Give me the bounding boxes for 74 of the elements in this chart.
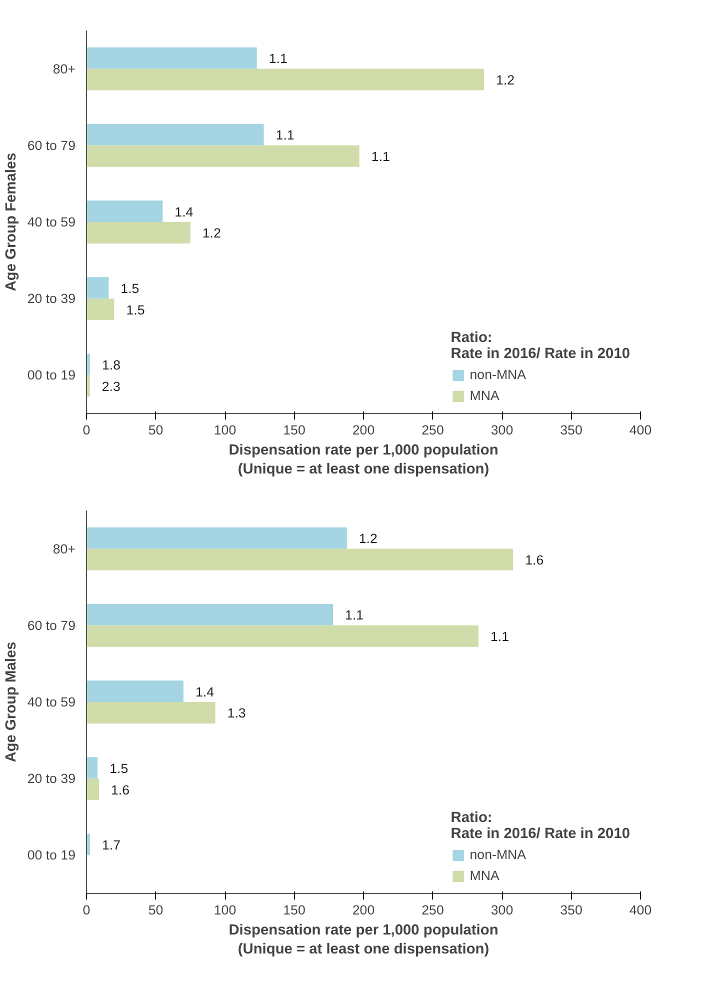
y-tick-label: 60 to 79: [27, 618, 76, 633]
annotation: 1.2: [358, 531, 378, 546]
y-axis-title: Age Group Males: [3, 642, 20, 762]
x-tick-label: 250: [422, 422, 444, 438]
y-tick-label: 80+: [52, 541, 76, 556]
x-tick-label: 300: [490, 422, 514, 438]
y-tick-label: 80+: [52, 61, 76, 76]
x-tick-label: 300: [490, 902, 514, 918]
y-tick-label: 60 to 79: [27, 138, 76, 153]
bar: [86, 222, 190, 244]
bar: [86, 47, 257, 69]
annotation: 1.1: [276, 128, 294, 143]
annotation: 1.4: [174, 204, 194, 220]
bar: [86, 778, 99, 800]
legend-label: MNA: [470, 868, 500, 883]
bar: [86, 124, 264, 146]
bar: [86, 702, 216, 724]
x-tick-label: 0: [82, 902, 90, 918]
bar: [86, 527, 347, 549]
annotation: 1.7: [102, 837, 120, 852]
legend-label: non-MNA: [470, 367, 526, 382]
annotation: 1.6: [525, 552, 544, 568]
annotation: 1.5: [110, 760, 128, 776]
x-tick-label: 200: [352, 422, 375, 438]
x-tick-label: 100: [214, 902, 236, 918]
legend-title: Ratio: Rate in 2016/ Rate in 2010: [450, 810, 630, 842]
x-tick-label: 400: [629, 902, 652, 918]
y-tick-label: 00 to 19: [27, 848, 76, 863]
annotation: 1.1: [490, 629, 509, 644]
annotation: 1.1: [345, 608, 364, 623]
bar: [86, 604, 334, 626]
y-tick-label: 00 to 19: [27, 368, 76, 383]
x-tick-label: 100: [214, 422, 236, 438]
annotation: 1.4: [195, 684, 215, 700]
annotation: 1.1: [268, 51, 288, 66]
bar: [86, 68, 484, 90]
bar: [86, 298, 114, 320]
legend-label: non-MNA: [470, 847, 526, 862]
x-tick-label: 50: [148, 422, 164, 438]
x-tick-label: 250: [422, 902, 444, 918]
y-tick-label: 40 to 59: [27, 214, 76, 230]
bar: [86, 145, 360, 167]
annotation: 1.5: [126, 302, 145, 318]
legend-label: MNA: [470, 388, 500, 403]
x-tick-label: 400: [629, 422, 652, 438]
bar: [86, 277, 109, 299]
y-tick-label: 20 to 39: [27, 291, 76, 306]
bar: [86, 375, 90, 397]
x-tick-label: 50: [148, 902, 164, 918]
bar: [86, 200, 163, 222]
y-axis-title: Age Group Females: [3, 152, 20, 292]
x-tick-label: 200: [352, 902, 375, 918]
y-tick-label: 40 to 59: [27, 694, 76, 710]
annotation: 1.5: [120, 280, 140, 296]
annotation: 1.6: [110, 782, 130, 798]
annotation: 1.3: [227, 706, 246, 721]
x-axis-title: Dispensation rate per 1,000 population (Unique = at least one dispensation): [228, 922, 498, 958]
bar: [86, 680, 184, 702]
bar: [86, 757, 98, 779]
x-tick-label: 0: [82, 422, 90, 438]
bar: [86, 625, 478, 647]
annotation: 1.1: [371, 149, 390, 164]
legend-title: Ratio: Rate in 2016/ Rate in 2010: [450, 330, 630, 362]
x-tick-label: 150: [283, 902, 306, 918]
x-tick-label: 350: [560, 422, 582, 438]
x-tick-label: 150: [283, 422, 306, 438]
annotation: 1.8: [102, 357, 120, 372]
annotation: 2.3: [102, 378, 120, 394]
annotation: 1.2: [496, 72, 515, 88]
annotation: 1.2: [202, 226, 221, 241]
x-tick-label: 350: [560, 902, 582, 918]
y-tick-label: 20 to 39: [27, 771, 76, 786]
bar: [86, 548, 514, 570]
x-axis-title: Dispensation rate per 1,000 population (Unique = at least one dispensation): [228, 442, 498, 478]
